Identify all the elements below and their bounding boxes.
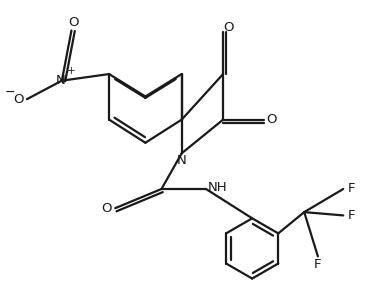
- Text: NH: NH: [208, 181, 227, 194]
- Text: F: F: [348, 209, 355, 222]
- Text: +: +: [67, 66, 76, 76]
- Text: F: F: [348, 182, 355, 195]
- Text: −: −: [5, 86, 15, 99]
- Text: O: O: [68, 16, 79, 29]
- Text: N: N: [56, 74, 66, 87]
- Text: N: N: [177, 154, 187, 167]
- Text: F: F: [314, 258, 322, 271]
- Text: O: O: [102, 202, 112, 215]
- Text: O: O: [223, 21, 234, 34]
- Text: O: O: [267, 113, 277, 126]
- Text: O: O: [14, 93, 24, 106]
